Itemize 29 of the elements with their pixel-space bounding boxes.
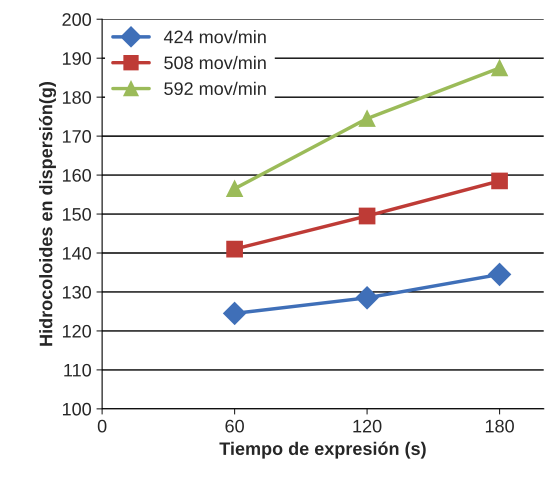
point bbox=[226, 180, 243, 198]
y-tick-label: 150 bbox=[62, 208, 91, 221]
x-tick-label: 0 bbox=[98, 420, 106, 433]
y-tick-label: 120 bbox=[62, 324, 91, 338]
legend-label: 592 mov/min bbox=[164, 82, 266, 96]
y-axis-title: Hidrocoloides en dispersión(g) bbox=[38, 82, 56, 346]
point bbox=[356, 286, 379, 310]
y-tick-label: 110 bbox=[64, 364, 91, 377]
legend-label: 424 mov/min bbox=[164, 30, 266, 44]
point bbox=[223, 302, 246, 325]
point bbox=[358, 110, 376, 127]
point bbox=[491, 172, 508, 190]
y-tick-label: 140 bbox=[62, 246, 91, 260]
y-tick-label: 200 bbox=[62, 13, 91, 26]
y-tick-label: 180 bbox=[62, 91, 91, 104]
y-tick-label: 130 bbox=[62, 286, 91, 299]
x-tick-label: 180 bbox=[486, 420, 514, 433]
x-tick-label: 60 bbox=[225, 420, 244, 433]
point bbox=[358, 208, 376, 224]
point bbox=[491, 60, 508, 76]
point bbox=[488, 262, 512, 286]
x-axis-title: Tiempo de expresión (s) bbox=[219, 442, 426, 459]
legend-label: 508 mov/min bbox=[164, 56, 266, 70]
y-tick-label: 170 bbox=[62, 130, 91, 143]
point bbox=[226, 240, 243, 258]
y-tick-label: 190 bbox=[62, 52, 91, 65]
x-tick-label: 120 bbox=[353, 420, 382, 433]
y-tick-label: 160 bbox=[62, 169, 91, 182]
y-tick-label: 100 bbox=[62, 402, 91, 416]
